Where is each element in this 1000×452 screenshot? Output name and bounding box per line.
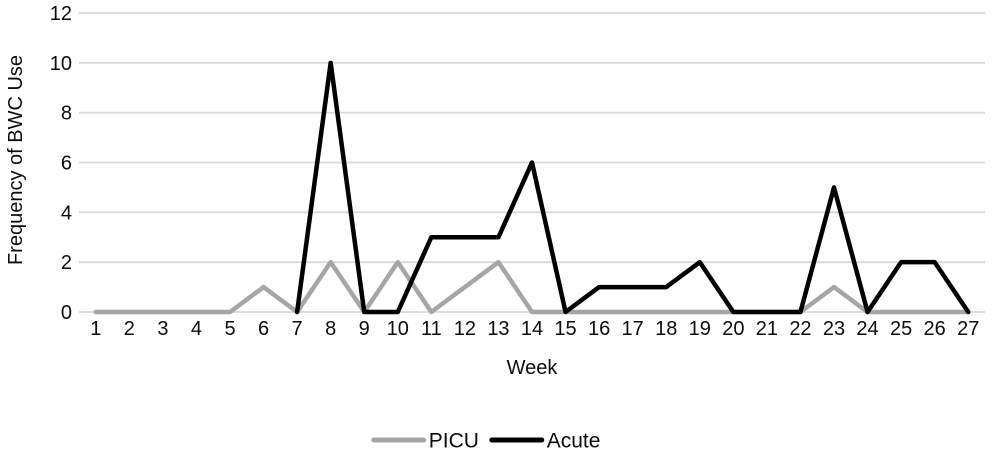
y-tick-label: 2	[61, 252, 72, 274]
y-axis-title: Frequency of BWC Use	[5, 55, 27, 265]
x-tick-label: 4	[191, 318, 202, 340]
x-tick-label: 11	[421, 318, 442, 340]
y-tick-label: 10	[50, 53, 72, 75]
x-tick-label: 3	[157, 318, 168, 340]
x-tick-label: 10	[387, 318, 409, 340]
x-tick-label: 7	[292, 318, 303, 340]
x-tick-label: 17	[622, 318, 644, 340]
x-tick-label: 21	[756, 318, 778, 340]
x-tick-label: 13	[487, 318, 509, 340]
x-tick-label: 1	[90, 318, 101, 340]
x-tick-label: 15	[554, 318, 576, 340]
x-tick-label: 27	[957, 318, 979, 340]
x-tick-label: 25	[890, 318, 912, 340]
x-tick-label: 16	[588, 318, 610, 340]
x-axis-tick-labels: 1 2 3 4 5 6 7 8 9 10 11 12 13 14 15 16 17 18 19 20 21 22 23 24 2…	[90, 318, 979, 340]
y-tick-label: 6	[61, 153, 72, 175]
x-tick-label: 5	[224, 318, 235, 340]
x-tick-label: 8	[325, 318, 336, 340]
y-tick-label: 12	[50, 3, 72, 25]
x-tick-label: 9	[359, 318, 370, 340]
y-axis-tick-labels: 0 2 4 6 8 10 12	[50, 3, 72, 324]
x-tick-label: 14	[521, 318, 543, 340]
x-tick-label: 19	[689, 318, 711, 340]
x-tick-label: 20	[722, 318, 744, 340]
x-tick-label: 6	[258, 318, 269, 340]
x-tick-label: 18	[655, 318, 677, 340]
series-line-acute	[294, 60, 971, 315]
y-tick-label: 8	[61, 103, 72, 125]
x-axis-title: Week	[507, 357, 559, 379]
x-tick-label: 24	[856, 318, 878, 340]
legend-label-picu: PICU	[429, 430, 479, 452]
gridlines	[79, 12, 985, 313]
chart-legend: PICU Acute	[371, 430, 601, 452]
data-series-lines	[93, 60, 971, 315]
y-tick-label: 0	[61, 302, 72, 324]
x-tick-label: 22	[789, 318, 811, 340]
x-tick-label: 26	[924, 318, 946, 340]
series-line-picu	[93, 259, 971, 315]
y-tick-label: 4	[61, 202, 72, 224]
x-tick-label: 2	[124, 318, 135, 340]
legend-label-acute: Acute	[547, 430, 601, 452]
x-tick-label: 12	[454, 318, 476, 340]
x-tick-label: 23	[823, 318, 845, 340]
